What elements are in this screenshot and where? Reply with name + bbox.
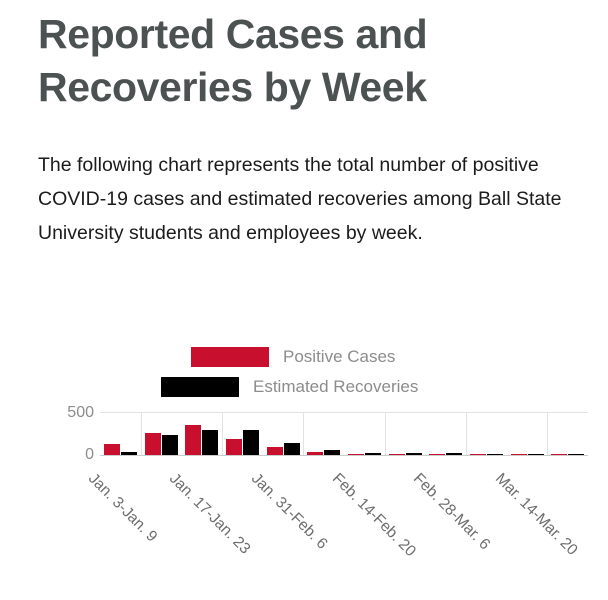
vertical-gridline <box>303 412 305 455</box>
bar-estimated-recoveries <box>405 452 422 455</box>
bar-positive-cases <box>388 453 405 455</box>
intro-paragraph: The following chart represents the total… <box>38 154 562 244</box>
chart-legend: Positive Cases Estimated Recoveries <box>0 342 608 402</box>
bar-estimated-recoveries <box>324 449 341 455</box>
bar-group <box>466 411 507 455</box>
bar-estimated-recoveries <box>486 453 503 455</box>
bar-estimated-recoveries <box>202 429 219 455</box>
bar-group <box>344 411 385 455</box>
x-tick-label: Jan. 3-Jan. 9 <box>84 470 161 546</box>
bar-estimated-recoveries <box>242 429 259 455</box>
bar-positive-cases <box>429 453 446 455</box>
x-tick-label: Feb. 14-Feb. 20 <box>328 470 419 561</box>
y-tick-0: 0 <box>85 446 94 463</box>
bar-positive-cases <box>551 453 568 455</box>
bar-group <box>222 411 263 455</box>
vertical-gridline <box>384 412 386 455</box>
bar-estimated-recoveries <box>283 443 300 455</box>
bar-positive-cases <box>347 453 364 455</box>
legend-swatch-positive-cases <box>191 347 269 367</box>
bar-group <box>100 411 141 455</box>
bar-groups <box>100 411 588 455</box>
x-axis-labels: Jan. 3-Jan. 9 Jan. 17-Jan. 23 Jan. 31-Feb.… <box>85 470 588 590</box>
vertical-gridline <box>547 412 549 455</box>
bar-group <box>425 411 466 455</box>
bar-estimated-recoveries <box>364 452 381 455</box>
vertical-gridline <box>140 412 142 455</box>
x-tick-label: Mar. 14-Mar. 20 <box>491 470 581 559</box>
vertical-gridline <box>466 412 467 455</box>
bar-group <box>385 411 426 455</box>
bar-positive-cases <box>144 432 161 455</box>
plot-canvas <box>100 408 588 456</box>
bar-estimated-recoveries <box>120 451 137 455</box>
legend-swatch-estimated-recoveries <box>161 377 239 397</box>
legend-item-positive-cases: Positive Cases <box>0 342 608 372</box>
bar-positive-cases <box>510 453 527 455</box>
bar-positive-cases <box>307 451 324 455</box>
bar-estimated-recoveries <box>161 435 178 455</box>
y-axis: 500 0 <box>58 404 100 463</box>
bar-positive-cases <box>266 447 283 455</box>
bar-positive-cases <box>103 444 120 455</box>
y-tick-500: 500 <box>67 404 94 421</box>
bar-group <box>507 411 548 455</box>
legend-label-estimated-recoveries: Estimated Recoveries <box>253 377 419 396</box>
legend-item-estimated-recoveries: Estimated Recoveries <box>0 372 608 402</box>
bar-estimated-recoveries <box>568 453 585 455</box>
chart-container: Positive Cases Estimated Recoveries 500 … <box>0 330 608 600</box>
x-tick-label: Jan. 17-Jan. 23 <box>166 470 254 558</box>
x-tick-label: Feb. 28-Mar. 6 <box>410 470 494 554</box>
vertical-gridline <box>222 412 223 455</box>
x-tick-label: Jan. 31-Feb. 6 <box>247 470 331 553</box>
bar-group <box>303 411 344 455</box>
bar-group <box>141 411 182 455</box>
gridline-500 <box>100 412 588 413</box>
legend-label-positive-cases: Positive Cases <box>283 347 396 366</box>
plot-area: 500 0 <box>0 404 608 468</box>
bar-positive-cases <box>185 424 202 455</box>
bar-group <box>181 411 222 455</box>
bar-estimated-recoveries <box>527 453 544 455</box>
bar-positive-cases <box>469 453 486 455</box>
bar-positive-cases <box>225 438 242 455</box>
page-title: Reported Cases and Recoveries by Week <box>38 11 428 110</box>
bar-estimated-recoveries <box>446 453 463 455</box>
bar-group <box>263 411 304 455</box>
bar-group <box>547 411 588 455</box>
